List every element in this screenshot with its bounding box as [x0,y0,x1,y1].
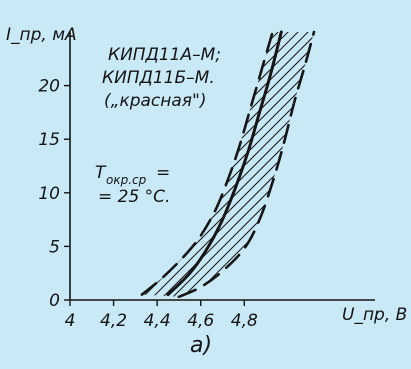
hatch-line [259,32,314,297]
hatch-line [229,32,314,297]
hatch-line [141,32,314,297]
y-tick-label: 15 [38,130,60,150]
x-tick-label: 4,4 [144,311,171,331]
hatch-line [320,20,411,320]
x-tick-label: 4,6 [187,311,214,331]
hatch-line [141,32,171,297]
hatch-line [0,20,80,320]
hatch-line [309,32,314,297]
y-tick-label: 20 [38,77,60,97]
hatch-line [0,20,20,320]
hatch-line [400,20,411,320]
hatch-line [0,20,50,320]
hatch-line [289,32,314,297]
hatch-line [0,20,70,320]
x-tick-label: 4,8 [231,311,258,331]
hatch-line [141,32,151,297]
hatch-line [219,32,314,297]
series-curve-typical [166,30,283,297]
hatch-line [279,32,314,297]
annotation-device-type-2: КИПД11Б–М. [102,68,215,88]
panel-label: а) [190,333,212,358]
hatch-line [269,32,314,297]
hatch-line [340,20,411,320]
hatch-line [360,20,411,320]
y-tick-label: 0 [49,291,60,311]
y-axis-title: I_пр, мА [6,25,77,45]
hatch-line [141,32,161,297]
annotation-device-type-1: КИПД11А–М; [108,45,221,65]
hatch-line [141,32,314,297]
hatch-line [141,32,314,297]
hatch-line [169,32,314,297]
hatch-line [0,20,100,320]
hatch-line [141,32,281,297]
hatch-line [0,20,30,320]
annotation-ambient-temperature-value: = 25 °С. [98,187,170,207]
hatch-line [350,20,411,320]
y-tick-label: 10 [38,184,60,204]
hatch-line [380,20,411,320]
hatch-line [141,32,241,297]
hatch-line [141,32,314,297]
hatched-tolerance-region [0,20,411,320]
axis-ticks: 4 4,2 4,4 4,6 4,8 0 5 10 15 20 [38,77,258,331]
hatch-line [141,32,261,297]
series-curve-lower-boundary [140,30,274,296]
hatch-line [0,20,40,320]
hatch-line [141,32,181,297]
hatch-line [141,32,301,297]
annotation-ambient-temperature-symbol: T [95,163,107,183]
hatch-line [0,20,60,320]
hatch-line [0,20,110,320]
x-tick-label: 4 [65,311,76,331]
hatch-line [0,20,130,320]
hatch-line [141,32,271,297]
y-tick-label: 5 [49,237,60,257]
hatch-line [141,32,314,297]
hatch-line [370,20,411,320]
hatch-line [299,32,314,297]
hatch-line [189,32,314,297]
hatch-line [0,20,10,320]
x-axis-title: U_пр, В [342,305,407,325]
hatch-line [141,32,291,297]
hatch-line [0,20,90,320]
hatch-line [390,20,411,320]
annotation-ambient-temperature-equals: = [156,163,170,183]
annotation-ambient-temperature-subscript: окр.ср [106,173,147,187]
series-curve-upper-boundary [177,30,316,299]
hatch-line [141,32,251,297]
annotation-color-note: („красная") [104,91,206,111]
hatch-line [141,32,314,297]
series-group [140,30,316,299]
x-tick-label: 4,2 [100,311,127,331]
hatch-line [330,20,411,320]
